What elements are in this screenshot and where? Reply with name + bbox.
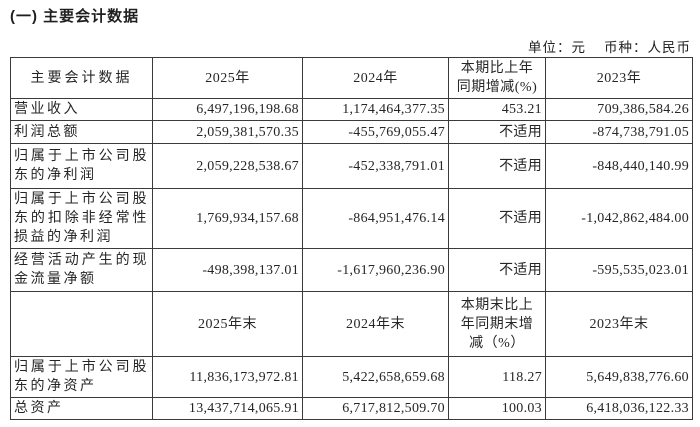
table-row-operating-cash-flow: 经营活动产生的现金流量净额 -498,398,137.01 -1,617,960… — [10, 248, 693, 292]
header-cell-blank — [10, 291, 153, 357]
value-2025: 2,059,228,538.67 — [152, 143, 303, 189]
value-change: 不适用 — [448, 120, 546, 144]
value-2025: 6,497,196,198.68 — [152, 98, 303, 121]
value-change: 不适用 — [448, 188, 546, 249]
table-header-row-2: 2025年末 2024年末 本期末比上 年同期末增 减（%） 2023年末 — [10, 291, 693, 357]
row-label: 营业收入 — [10, 98, 153, 121]
value-2023: -595,535,023.01 — [545, 248, 693, 292]
accounting-data-table: 主要会计数据 2025年 2024年 本期比上年 同期增减(%) 2023年 营… — [10, 57, 693, 420]
unit-note: 单位：元 币种：人民币 — [528, 36, 691, 56]
header-cell-2025-end: 2025年末 — [152, 291, 303, 357]
row-label: 归属于上市公司股东的净利润 — [10, 143, 153, 189]
table-header-row-1: 主要会计数据 2025年 2024年 本期比上年 同期增减(%) 2023年 — [10, 57, 693, 99]
value-2024: -455,769,055.47 — [302, 120, 449, 144]
value-2024: 1,174,464,377.35 — [302, 98, 449, 121]
table-row-net-profit: 归属于上市公司股东的净利润 2,059,228,538.67 -452,338,… — [10, 143, 693, 189]
currency-label: 币种：人民币 — [604, 40, 691, 55]
header-cell-metric: 主要会计数据 — [10, 57, 153, 99]
value-2023: 5,649,838,776.60 — [545, 356, 693, 398]
value-change: 453.21 — [448, 98, 546, 121]
header-cell-2023: 2023年 — [545, 57, 693, 99]
value-change: 不适用 — [448, 143, 546, 189]
table-row-total-assets: 总资产 13,437,714,065.91 6,717,812,509.70 1… — [10, 397, 693, 420]
value-2023: 6,418,036,122.33 — [545, 397, 693, 420]
header-cell-2025: 2025年 — [152, 57, 303, 99]
value-2024: 6,717,812,509.70 — [302, 397, 449, 420]
value-2025: 11,836,173,972.81 — [152, 356, 303, 398]
value-2025: 13,437,714,065.91 — [152, 397, 303, 420]
header-cell-2023-end: 2023年末 — [545, 291, 693, 357]
row-label: 归属于上市公司股东的扣除非经常性损益的净利润 — [10, 188, 153, 249]
row-label: 利润总额 — [10, 120, 153, 144]
header-cell-2024: 2024年 — [302, 57, 449, 99]
table-row-net-assets: 归属于上市公司股东的净资产 11,836,173,972.81 5,422,65… — [10, 356, 693, 398]
value-2024: -1,617,960,236.90 — [302, 248, 449, 292]
row-label: 经营活动产生的现金流量净额 — [10, 248, 153, 292]
value-2025: -498,398,137.01 — [152, 248, 303, 292]
row-label: 归属于上市公司股东的净资产 — [10, 356, 153, 398]
value-2024: -452,338,791.01 — [302, 143, 449, 189]
unit-label: 单位：元 — [528, 40, 586, 55]
section-title: (一) 主要会计数据 — [10, 8, 140, 25]
value-2025: 1,769,934,157.68 — [152, 188, 303, 249]
table-row-revenue: 营业收入 6,497,196,198.68 1,174,464,377.35 4… — [10, 98, 693, 121]
value-2025: 2,059,381,570.35 — [152, 120, 303, 144]
header-cell-change: 本期比上年 同期增减(%) — [448, 57, 546, 99]
value-change: 不适用 — [448, 248, 546, 292]
header-cell-end-change: 本期末比上 年同期末增 减（%） — [448, 291, 546, 357]
value-2024: -864,951,476.14 — [302, 188, 449, 249]
value-2023: 709,386,584.26 — [545, 98, 693, 121]
header-cell-2024-end: 2024年末 — [302, 291, 449, 357]
table-row-total-profit: 利润总额 2,059,381,570.35 -455,769,055.47 不适… — [10, 120, 693, 144]
value-change: 100.03 — [448, 397, 546, 420]
value-2023: -1,042,862,484.00 — [545, 188, 693, 249]
row-label: 总资产 — [10, 397, 153, 420]
value-change: 118.27 — [448, 356, 546, 398]
value-2023: -874,738,791.05 — [545, 120, 693, 144]
value-2023: -848,440,140.99 — [545, 143, 693, 189]
value-2024: 5,422,658,659.68 — [302, 356, 449, 398]
table-row-net-profit-excl-nonrecurring: 归属于上市公司股东的扣除非经常性损益的净利润 1,769,934,157.68 … — [10, 188, 693, 249]
